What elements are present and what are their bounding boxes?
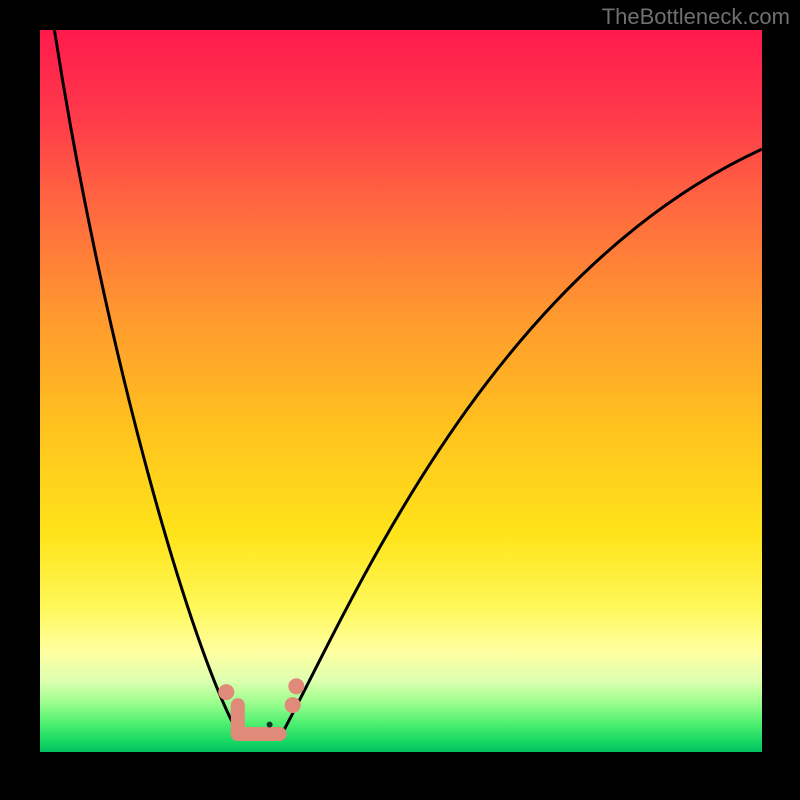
gradient-background (40, 30, 762, 752)
plot-area (40, 30, 762, 752)
chart-canvas: TheBottleneck.com (0, 0, 800, 800)
watermark-text: TheBottleneck.com (602, 4, 790, 30)
